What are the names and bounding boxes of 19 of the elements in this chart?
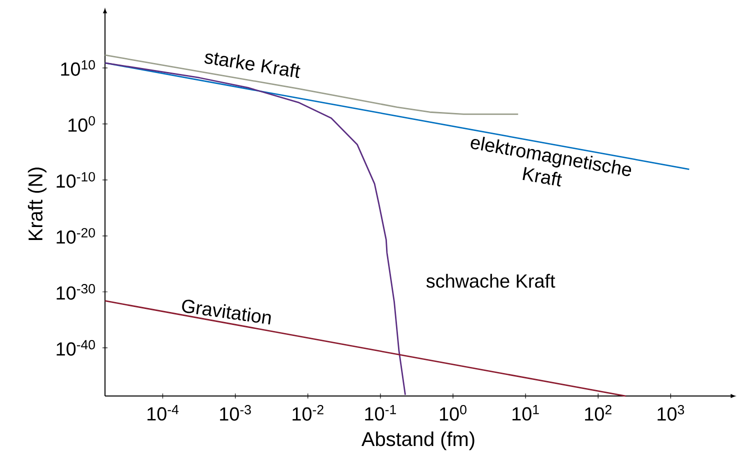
text: starke Kraft bbox=[204, 52, 300, 78]
y-tick-label: 10$^{-10}$ bbox=[56, 172, 95, 188]
x-tick-label: 10$^{3}$ bbox=[658, 405, 684, 421]
x-tick-label: 10$^{-4}$ bbox=[148, 405, 179, 421]
y-axis-title: Kraft (N) bbox=[28, 168, 46, 240]
x-tick-label: 10$^{-3}$ bbox=[220, 405, 251, 421]
y-tick-label: 10$^{-40}$ bbox=[56, 340, 95, 356]
y-tick-label: 10$^{0}$ bbox=[68, 116, 95, 132]
x-tick-label: 10$^{-2}$ bbox=[292, 405, 324, 421]
x-tick-label: 10$^{-1}$ bbox=[365, 405, 396, 421]
x-tick-label: 10$^{2}$ bbox=[585, 405, 612, 421]
x-axis-title: Abstand (fm) bbox=[362, 432, 474, 450]
series-label: schwache Kraft bbox=[426, 274, 556, 288]
text: Gravitation bbox=[182, 300, 271, 324]
y-tick-label: 10$^{10}$ bbox=[61, 60, 95, 76]
y-tick-label: 10$^{-20}$ bbox=[56, 228, 95, 244]
y-tick-label: 10$^{-30}$ bbox=[56, 284, 95, 300]
x-tick-label: 10$^{0}$ bbox=[440, 405, 466, 421]
x-tick-label: 10$^{1}$ bbox=[512, 405, 539, 421]
